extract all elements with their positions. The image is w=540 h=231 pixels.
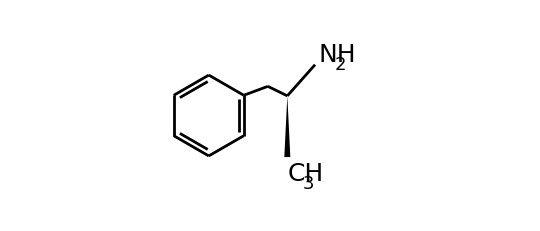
Polygon shape bbox=[285, 96, 291, 157]
Text: NH: NH bbox=[319, 43, 356, 67]
Text: CH: CH bbox=[287, 162, 323, 186]
Text: 2: 2 bbox=[334, 56, 346, 74]
Text: 3: 3 bbox=[303, 175, 314, 193]
